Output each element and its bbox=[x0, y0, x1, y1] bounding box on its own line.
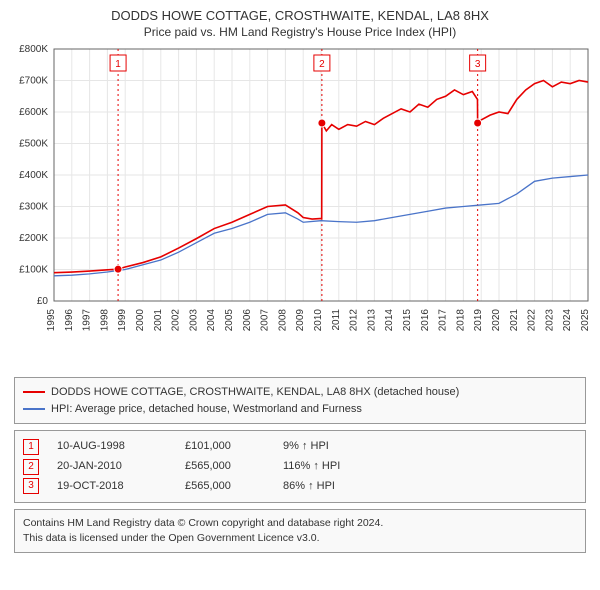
title-main: DODDS HOWE COTTAGE, CROSTHWAITE, KENDAL,… bbox=[10, 8, 590, 23]
sale-point bbox=[114, 265, 122, 273]
transaction-price: £565,000 bbox=[185, 477, 265, 497]
y-tick-label: £500K bbox=[19, 139, 48, 150]
transaction-marker: 1 bbox=[23, 439, 39, 455]
transaction-row: 2 20-JAN-2010 £565,000 116% ↑ HPI bbox=[23, 457, 577, 477]
x-tick-label: 2022 bbox=[527, 309, 538, 332]
copyright-line-1: Contains HM Land Registry data © Crown c… bbox=[23, 516, 577, 531]
transaction-price: £565,000 bbox=[185, 457, 265, 477]
x-tick-label: 1995 bbox=[46, 309, 57, 332]
x-tick-label: 2021 bbox=[509, 309, 520, 332]
chart: £0 £100K £200K £300K £400K £500K £600K £700K £80… bbox=[0, 41, 600, 371]
x-tick-label: 2014 bbox=[384, 309, 395, 332]
x-tick-label: 2002 bbox=[171, 309, 182, 332]
sale-point bbox=[474, 119, 482, 127]
transaction-row: 1 10-AUG-1998 £101,000 9% ↑ HPI bbox=[23, 437, 577, 457]
x-tick-label: 2003 bbox=[188, 309, 199, 332]
transaction-price: £101,000 bbox=[185, 437, 265, 457]
legend-label: HPI: Average price, detached house, West… bbox=[51, 401, 362, 418]
x-tick-label: 2013 bbox=[366, 309, 377, 332]
x-tick-label: 2018 bbox=[455, 309, 466, 332]
transaction-row: 3 19-OCT-2018 £565,000 86% ↑ HPI bbox=[23, 477, 577, 497]
legend-row: DODDS HOWE COTTAGE, CROSTHWAITE, KENDAL,… bbox=[23, 384, 577, 401]
y-tick-label: £100K bbox=[19, 265, 48, 276]
transaction-diff: 86% ↑ HPI bbox=[283, 477, 373, 497]
marker-chip-label: 2 bbox=[319, 59, 325, 70]
legend: DODDS HOWE COTTAGE, CROSTHWAITE, KENDAL,… bbox=[14, 377, 586, 424]
x-tick-label: 2017 bbox=[438, 309, 449, 332]
x-tick-label: 1997 bbox=[82, 309, 93, 332]
legend-label: DODDS HOWE COTTAGE, CROSTHWAITE, KENDAL,… bbox=[51, 384, 459, 401]
title-sub: Price paid vs. HM Land Registry's House … bbox=[10, 25, 590, 39]
x-tick-label: 2007 bbox=[260, 309, 271, 332]
x-tick-label: 2016 bbox=[420, 309, 431, 332]
x-tick-label: 2009 bbox=[295, 309, 306, 332]
x-tick-label: 2019 bbox=[473, 309, 484, 332]
transaction-diff: 9% ↑ HPI bbox=[283, 437, 373, 457]
marker-chip-label: 3 bbox=[475, 59, 481, 70]
x-tick-label: 2024 bbox=[562, 309, 573, 332]
chart-svg: £0 £100K £200K £300K £400K £500K £600K £700K £80… bbox=[0, 41, 600, 371]
marker-chip-label: 1 bbox=[115, 59, 121, 70]
x-tick-label: 2012 bbox=[349, 309, 360, 332]
y-tick-label: £600K bbox=[19, 107, 48, 118]
x-tick-label: 1996 bbox=[64, 309, 75, 332]
transaction-marker: 2 bbox=[23, 459, 39, 475]
copyright: Contains HM Land Registry data © Crown c… bbox=[14, 509, 586, 552]
x-tick-label: 2015 bbox=[402, 309, 413, 332]
transactions: 1 10-AUG-1998 £101,000 9% ↑ HPI 2 20-JAN-2010… bbox=[14, 430, 586, 503]
x-tick-label: 2011 bbox=[331, 309, 342, 331]
title-block: DODDS HOWE COTTAGE, CROSTHWAITE, KENDAL,… bbox=[0, 0, 600, 41]
transaction-marker: 3 bbox=[23, 478, 39, 494]
x-tick-label: 2025 bbox=[580, 309, 591, 332]
x-tick-label: 2004 bbox=[206, 309, 217, 332]
x-tick-label: 2001 bbox=[153, 309, 164, 332]
x-tick-label: 2006 bbox=[242, 309, 253, 332]
container: DODDS HOWE COTTAGE, CROSTHWAITE, KENDAL,… bbox=[0, 0, 600, 553]
y-tick-label: £300K bbox=[19, 202, 48, 213]
x-tick-label: 2005 bbox=[224, 309, 235, 332]
copyright-line-2: This data is licensed under the Open Gov… bbox=[23, 531, 577, 546]
y-tick-label: £400K bbox=[19, 170, 48, 181]
legend-swatch bbox=[23, 408, 45, 410]
sale-point bbox=[318, 119, 326, 127]
x-tick-label: 2010 bbox=[313, 309, 324, 332]
y-tick-label: £0 bbox=[37, 296, 49, 307]
y-tick-label: £200K bbox=[19, 233, 48, 244]
legend-row: HPI: Average price, detached house, West… bbox=[23, 401, 577, 418]
x-tick-label: 2020 bbox=[491, 309, 502, 332]
transaction-date: 10-AUG-1998 bbox=[57, 437, 167, 457]
transaction-date: 19-OCT-2018 bbox=[57, 477, 167, 497]
y-tick-label: £700K bbox=[19, 76, 48, 87]
transaction-diff: 116% ↑ HPI bbox=[283, 457, 373, 477]
x-tick-label: 2008 bbox=[277, 309, 288, 332]
y-tick-label: £800K bbox=[19, 44, 48, 55]
x-tick-label: 1998 bbox=[99, 309, 110, 332]
x-tick-label: 2023 bbox=[544, 309, 555, 332]
x-tick-label: 2000 bbox=[135, 309, 146, 332]
x-tick-label: 1999 bbox=[117, 309, 128, 332]
legend-swatch bbox=[23, 391, 45, 393]
transaction-date: 20-JAN-2010 bbox=[57, 457, 167, 477]
